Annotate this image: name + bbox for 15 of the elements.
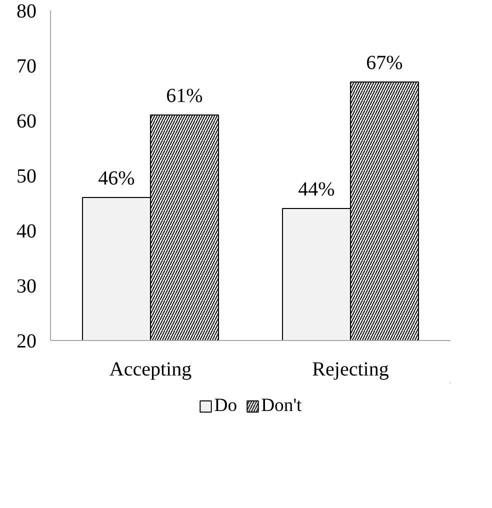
text: Don't [261, 394, 302, 416]
data-label: 44% [298, 178, 335, 200]
x-tick-label: Rejecting [312, 358, 389, 380]
legend-label: Do [214, 394, 238, 416]
data-label: 61% [166, 85, 203, 107]
y-tick-label: 20 [16, 330, 36, 352]
y-tick-label: 40 [16, 220, 36, 242]
y-tick-label: 50 [16, 166, 36, 188]
x-tick-label: Accepting [109, 358, 192, 380]
y-tick-label: 70 [16, 56, 36, 78]
data-label: 67% [366, 52, 403, 74]
y-tick-label: 30 [16, 276, 36, 298]
y-tick-label: 80 [16, 0, 36, 22]
y-tick-label: 60 [16, 110, 36, 132]
data-label: 46% [98, 168, 135, 190]
